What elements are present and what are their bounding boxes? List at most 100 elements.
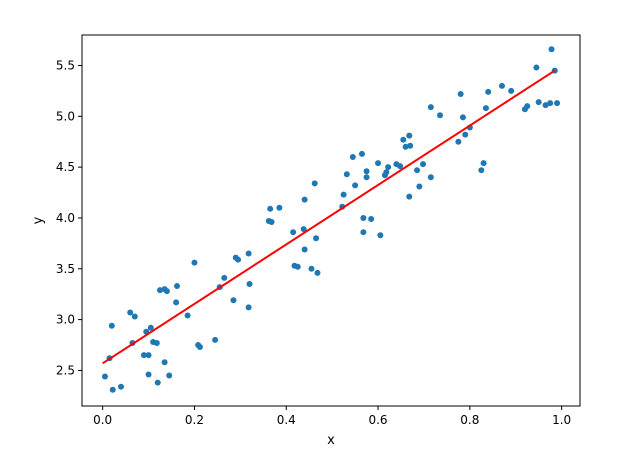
data-point [547,100,554,107]
data-point [375,160,382,167]
data-point [459,114,466,121]
data-point [360,214,367,221]
data-point [191,259,198,266]
data-point [108,322,115,329]
data-point [397,163,404,170]
data-point [196,344,203,351]
data-point [407,142,414,149]
data-point [363,168,370,175]
data-point [455,138,462,145]
y-axis-label: y [31,216,46,224]
data-point [554,100,561,107]
data-point [482,105,489,112]
fit-line [102,69,556,365]
data-point [358,150,365,157]
data-point [400,136,407,143]
data-point [184,312,191,319]
y-tick-label: 2.5 [56,363,75,377]
data-point [377,232,384,239]
data-point [154,379,161,386]
data-point [383,169,390,176]
data-point [457,90,464,97]
x-axis-label: x [327,433,335,448]
data-point [406,132,413,139]
data-point [153,339,160,346]
y-tick-label: 5.5 [56,58,75,72]
data-point [420,161,427,168]
data-point [101,373,108,380]
y-tick-label: 4.5 [56,160,75,174]
data-point [314,269,321,276]
data-point [246,281,253,288]
data-point [308,265,315,272]
x-tick-label: 0.2 [185,413,204,427]
data-point [118,383,125,390]
y-tick-label: 3.5 [56,262,75,276]
data-point [360,229,367,236]
y-tick-label: 4.0 [56,211,75,225]
data-point [462,131,469,138]
data-point [212,336,219,343]
data-point [109,386,116,393]
data-point [498,82,505,89]
data-point [230,297,237,304]
data-point [161,359,168,366]
data-point [478,167,485,174]
data-point [301,196,308,203]
data-point [163,288,170,295]
data-point [349,153,356,160]
data-point [166,372,173,379]
x-tick-label: 0.0 [93,413,112,427]
data-point [406,193,413,200]
data-point [290,229,297,236]
data-point [385,164,392,171]
data-point [300,226,307,233]
data-point [427,174,434,181]
data-point [157,287,164,294]
data-point [140,352,147,359]
data-point [542,102,549,109]
data-point [173,299,180,306]
x-tick-label: 1.0 [552,413,571,427]
x-tick-label: 0.4 [277,413,296,427]
data-point [294,263,301,270]
data-point [245,304,252,311]
data-point [368,215,375,222]
data-point [127,309,134,316]
data-point [548,46,555,53]
data-point [301,246,308,253]
x-tick-label: 0.6 [368,413,387,427]
data-point [437,112,444,119]
x-axis-ticks: 0.0 0.2 0.4 0.6 0.8 1.0 [93,406,571,427]
data-point [352,182,359,189]
axes-frame [81,34,581,407]
y-tick-label: 5.0 [56,109,75,123]
y-axis-ticks: 2.5 3.0 3.5 4.0 4.5 5.0 5.5 [56,58,82,377]
data-point [131,313,138,320]
data-point [363,174,370,181]
data-point [268,219,275,226]
fit-line-layer [102,69,556,365]
data-point [533,64,540,71]
data-point [524,103,531,110]
data-point [245,250,252,257]
data-point [313,235,320,242]
data-point [340,191,347,198]
data-points [101,46,561,393]
data-point [414,167,421,174]
data-point [174,283,181,290]
data-point [343,171,350,178]
data-point [416,183,423,190]
data-point [235,256,242,263]
data-point [311,180,318,187]
data-point [276,204,283,211]
data-point [145,352,152,359]
data-point [267,205,274,212]
data-point [147,324,154,331]
data-point [508,87,515,94]
data-point [535,99,542,106]
data-point [145,371,152,378]
data-point [480,160,487,167]
